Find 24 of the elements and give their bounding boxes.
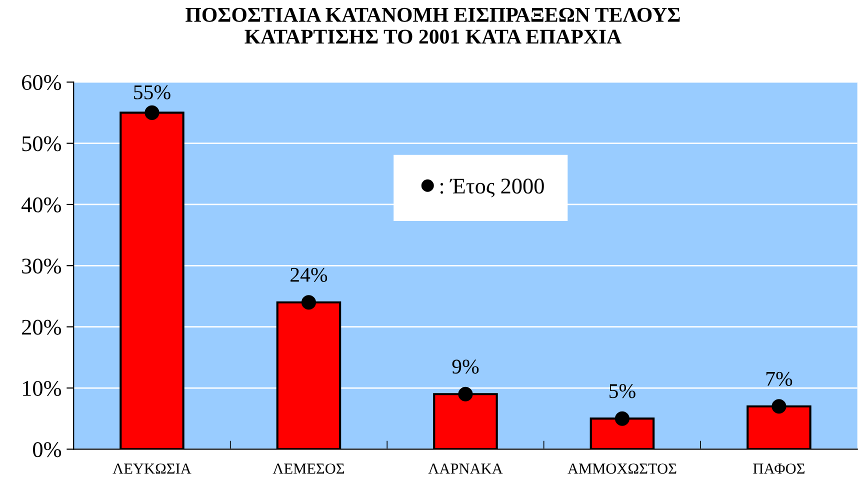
x-tick-label: ΛΕΜΕΣΟΣ	[272, 464, 344, 474]
point	[458, 386, 473, 402]
x-tick-label: ΛΕΥΚΩΣΙΑ	[112, 464, 192, 474]
y-tick-label: 40%	[22, 197, 62, 212]
point	[614, 411, 630, 426]
point	[144, 105, 160, 120]
y-tick-label: 50%	[22, 136, 62, 152]
point	[772, 399, 786, 414]
y-tick-label: 20%	[22, 320, 62, 335]
data-label: 9%	[452, 360, 479, 374]
y-tick-label: 0%	[33, 442, 62, 458]
legend-label: : Έτος 2000	[440, 178, 544, 198]
y-tick-label: 10%	[23, 380, 62, 396]
y-tick-label: 30%	[22, 258, 62, 274]
data-label: 24%	[290, 268, 328, 282]
chart-title: ΠΟΣΟΣΤΙΑΙΑ ΚΑΤΑΝΟΜΗ ΕΙΣΠΡΑΞΕΩΝ ΤΕΛΟΥΣ ΚΑΤΑΡΤΙΣΗΣ ΤΟ 2001 ΚΑΤΑ ΕΠΑΡΧΙΑ	[186, 8, 680, 44]
x-tick-label: ΛΑΡΝΑΚΑ	[428, 464, 503, 474]
y-tick-label: 60%	[22, 75, 62, 90]
data-label: 5%	[610, 384, 636, 398]
point	[301, 295, 316, 310]
data-label: 55%	[134, 85, 170, 100]
x-tick-label: ΑΜΜΟΧΩΣΤΟΣ	[568, 464, 676, 474]
data-label: 7%	[766, 372, 792, 386]
x-tick-label: ΠΑΦΟΣ	[753, 464, 804, 474]
